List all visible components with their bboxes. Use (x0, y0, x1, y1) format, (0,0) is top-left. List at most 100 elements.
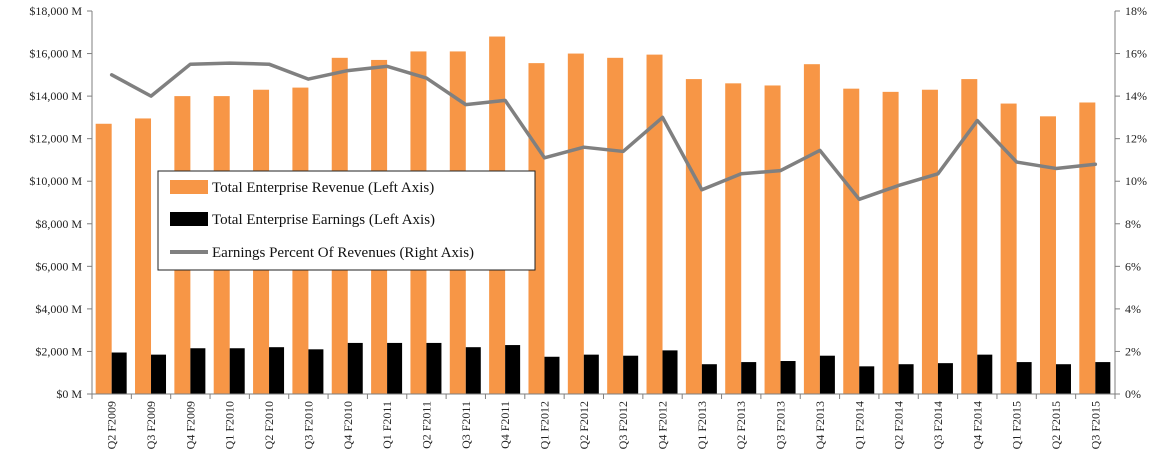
bar-earnings (544, 356, 560, 394)
bar-earnings (151, 354, 167, 394)
legend-label-percent: Earnings Percent Of Revenues (Right Axis… (212, 245, 474, 261)
legend-label-earnings: Total Enterprise Earnings (Left Axis) (212, 212, 435, 228)
bar-earnings (269, 347, 285, 394)
bar-revenue (1000, 103, 1017, 394)
x-axis-tick-label: Q4 F2014 (970, 401, 984, 449)
x-axis-tick-label: Q2 F2009 (105, 401, 119, 449)
x-axis-tick-label: Q4 F2011 (498, 401, 512, 449)
bar-revenue (843, 88, 860, 394)
legend-box (157, 170, 536, 271)
x-axis-tick-label: Q3 F2010 (301, 401, 315, 449)
bar-earnings (426, 342, 442, 394)
bar-earnings (111, 352, 127, 394)
bar-earnings (190, 348, 206, 394)
bar-earnings (741, 362, 757, 394)
bar-earnings (623, 355, 639, 394)
x-axis-tick-label: Q1 F2010 (223, 401, 237, 449)
x-axis-tick-label: Q4 F2010 (341, 401, 355, 449)
x-axis-tick-label: Q3 F2014 (931, 401, 945, 449)
bar-earnings (977, 354, 993, 394)
bar-revenue (1079, 102, 1096, 395)
right-axis-tick-label: 0% (1125, 387, 1141, 401)
axes: $0 M $2,000 M $4,000 M $6,000 M $8,000 M $10,… (29, 4, 1147, 449)
left-axis-tick-label: $0 M (56, 387, 82, 401)
bar-earnings (819, 355, 835, 394)
bar-earnings (505, 345, 521, 394)
bar-revenue (135, 118, 152, 394)
bar-earnings (898, 364, 914, 394)
x-axis-tick-label: Q1 F2015 (1010, 401, 1024, 449)
left-axis-tick-label: $6,000 M (35, 259, 82, 273)
bar-earnings (1095, 362, 1111, 394)
bar-earnings (1016, 362, 1032, 394)
x-axis-tick-label: Q3 F2012 (616, 401, 630, 449)
bar-earnings (229, 348, 245, 394)
bar-revenue (567, 53, 584, 395)
x-axis-tick-label: Q2 F2010 (262, 401, 276, 449)
right-axis-tick-label: 12% (1125, 132, 1147, 146)
left-axis-tick-label: $16,000 M (29, 47, 82, 61)
left-axis-tick-label: $8,000 M (35, 217, 82, 231)
bar-earnings (308, 349, 324, 394)
bar-revenue (646, 54, 663, 395)
line-earnings-percent (109, 61, 1098, 202)
x-axis-tick-label: Q2 F2013 (734, 401, 748, 449)
x-axis-tick-label: Q4 F2009 (183, 401, 197, 449)
bar-earnings (387, 342, 403, 394)
x-axis-tick-label: Q1 F2012 (537, 401, 551, 449)
x-axis-tick-label: Q2 F2015 (1049, 401, 1063, 449)
legend-label-revenue: Total Enterprise Revenue (Left Axis) (212, 180, 434, 196)
right-axis-tick-label: 8% (1125, 217, 1141, 231)
left-axis-tick-label: $2,000 M (35, 344, 82, 358)
bar-revenue (1039, 116, 1056, 394)
bar-revenue (725, 83, 742, 394)
bar-revenue (921, 89, 938, 394)
left-axis-tick-label: $4,000 M (35, 302, 82, 316)
x-axis-tick-label: Q3 F2009 (144, 401, 158, 449)
left-axis-tick-label: $14,000 M (29, 89, 82, 103)
x-axis-tick-label: Q4 F2012 (656, 401, 670, 449)
bar-revenue (803, 64, 820, 394)
bar-earnings (780, 361, 796, 394)
x-axis-tick-label: Q1 F2011 (380, 401, 394, 449)
bar-revenue (95, 123, 112, 395)
x-axis-tick-label: Q4 F2013 (813, 401, 827, 449)
bar-revenue (607, 57, 624, 395)
legend-swatch-revenue (170, 180, 208, 194)
bar-revenue (764, 85, 781, 394)
bar-earnings (583, 354, 599, 394)
x-axis-tick-label: Q3 F2011 (459, 401, 473, 449)
legend: Total Enterprise Revenue (Left Axis) Tot… (157, 170, 536, 271)
right-axis-tick-label: 2% (1125, 344, 1141, 358)
bar-earnings (701, 364, 717, 394)
left-axis-tick-label: $18,000 M (29, 4, 82, 18)
bar-revenue (685, 79, 702, 394)
bar-earnings (1055, 364, 1071, 394)
x-axis-tick-label: Q1 F2014 (852, 401, 866, 449)
bar-earnings (662, 350, 678, 394)
bar-revenue (882, 91, 899, 395)
bar-earnings (465, 347, 481, 394)
right-axis-tick-label: 18% (1125, 4, 1147, 18)
left-axis-tick-label: $12,000 M (29, 132, 82, 146)
x-axis-tick-label: Q3 F2013 (774, 401, 788, 449)
right-axis-tick-label: 10% (1125, 174, 1147, 188)
right-axis-tick-label: 16% (1125, 47, 1147, 61)
right-axis-tick-label: 6% (1125, 259, 1141, 273)
plot-area (95, 36, 1111, 395)
bar-revenue (528, 63, 545, 394)
right-axis-tick-label: 14% (1125, 89, 1147, 103)
x-axis-tick-label: Q3 F2015 (1088, 401, 1102, 449)
x-axis-tick-label: Q2 F2012 (577, 401, 591, 449)
bar-earnings (347, 342, 363, 394)
bar-earnings (859, 366, 875, 394)
x-axis-tick-label: Q2 F2014 (892, 401, 906, 449)
x-axis-tick-label: Q2 F2011 (419, 401, 433, 449)
bar-earnings (937, 363, 953, 394)
x-axis-tick-label: Q1 F2013 (695, 401, 709, 449)
right-axis-tick-label: 4% (1125, 302, 1141, 316)
left-axis-tick-label: $10,000 M (29, 174, 82, 188)
bar-revenue (961, 79, 978, 394)
legend-swatch-earnings (170, 212, 208, 226)
